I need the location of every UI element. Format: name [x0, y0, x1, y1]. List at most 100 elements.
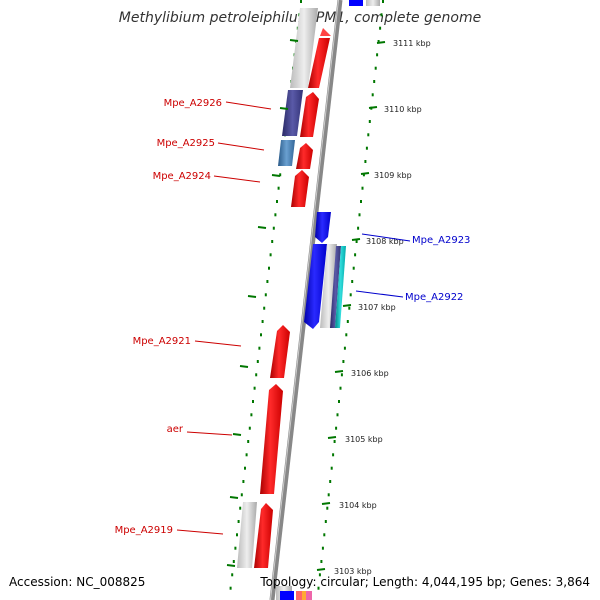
ruler-dot	[332, 453, 335, 457]
ruler-dot	[360, 200, 362, 203]
gene-label[interactable]: Mpe_A2922	[405, 292, 463, 303]
ruler-dot	[342, 360, 345, 363]
ruler-dot	[239, 506, 242, 510]
ruler-dot	[333, 440, 336, 443]
ruler-dot	[335, 426, 338, 430]
label-leader	[186, 431, 233, 436]
gene-feature	[270, 325, 290, 378]
ruler-labels: 3111 kbp 3110 kbp 3109 kbp 3108 kbp 3107…	[316, 39, 431, 576]
gene-label[interactable]: Mpe_A2921	[133, 336, 191, 347]
ruler-label: 3110 kbp	[384, 105, 422, 114]
ruler-label: 3109 kbp	[374, 171, 412, 180]
ruler-dot	[361, 186, 364, 190]
label-leader	[213, 175, 261, 183]
ruler-tick	[351, 238, 361, 241]
gene-label[interactable]: Mpe_A2924	[153, 171, 211, 182]
ruler-tick	[360, 172, 370, 175]
gene-feature	[254, 503, 273, 568]
ruler-dot	[260, 333, 262, 337]
label-leader	[176, 529, 224, 535]
ruler-dot	[276, 200, 278, 203]
gene-label[interactable]: Mpe_A2923	[412, 235, 470, 246]
gene-feature	[304, 244, 327, 329]
ruler-dot	[346, 320, 349, 323]
gene-feature	[282, 90, 303, 136]
gene-feature	[296, 143, 313, 169]
gene-feature	[335, 246, 346, 328]
ruler-dot	[258, 346, 261, 350]
ruler-dot	[266, 280, 269, 283]
ruler-dot	[248, 426, 251, 430]
ruler-dot	[351, 280, 354, 283]
gene-feature	[320, 244, 337, 328]
ruler-dot	[277, 186, 280, 190]
ruler-dot	[338, 400, 340, 403]
gene-features	[237, 0, 380, 600]
ruler-dot	[329, 480, 332, 483]
ruler-dot	[377, 40, 380, 43]
ruler-dot	[343, 346, 346, 350]
gene-feature	[296, 591, 302, 600]
gene-feature	[280, 591, 294, 600]
ruler-dot	[268, 266, 270, 270]
ruler-dot	[240, 493, 243, 497]
gene-label[interactable]: Mpe_A2919	[115, 525, 173, 536]
ruler-dot	[320, 560, 323, 563]
ruler-dot	[279, 173, 282, 177]
gene-label[interactable]: Mpe_A2925	[157, 138, 215, 149]
ruler-dot	[256, 360, 259, 363]
ruler-dot	[382, 0, 384, 3]
gene-feature	[302, 591, 306, 600]
ruler-dot	[269, 253, 272, 257]
ruler-tick	[368, 106, 378, 109]
ruler-dot	[379, 26, 382, 30]
ruler-dot	[355, 240, 358, 243]
ruler-dot	[300, 0, 302, 3]
ruler-dot	[250, 413, 253, 417]
ruler-dot	[236, 533, 238, 537]
ruler-dot	[274, 213, 277, 217]
ruler-dot	[324, 520, 327, 523]
ruler-dot	[253, 386, 256, 390]
ruler-label: 3103 kbp	[334, 567, 372, 576]
ruler-dot	[367, 133, 370, 137]
gene-feature	[278, 140, 295, 166]
gene-label[interactable]: Mpe_A2926	[164, 98, 222, 109]
label-leader	[194, 340, 242, 347]
ruler-label: 3106 kbp	[351, 369, 389, 378]
ruler-dot	[261, 320, 264, 323]
gene-feature	[300, 92, 319, 137]
ruler-dot	[237, 520, 240, 523]
ruler-dot	[373, 80, 376, 83]
ruler-dot	[272, 226, 275, 230]
ruler-dot	[321, 546, 324, 550]
ruler-dot	[352, 266, 355, 270]
ruler-dot	[348, 306, 351, 310]
gene-feature	[366, 0, 380, 6]
ruler-dot	[339, 386, 342, 390]
ruler-label: 3111 kbp	[393, 39, 431, 48]
accession-text: Accession: NC_008825	[9, 575, 146, 589]
ruler-dot	[364, 160, 367, 163]
ruler-dot	[231, 573, 234, 577]
ruler-dot	[330, 466, 333, 470]
inner-ruler-dashes	[226, 39, 299, 567]
ruler-tick	[334, 370, 344, 373]
gene-feature	[349, 0, 363, 6]
gene-label[interactable]: aer	[167, 424, 184, 435]
topology-summary: Topology: circular; Length: 4,044,195 bp…	[260, 575, 590, 589]
ruler-dot	[323, 533, 326, 537]
ruler-dot	[357, 226, 360, 230]
ruler-dot	[326, 506, 329, 510]
gene-feature	[315, 212, 331, 243]
gene-feature	[320, 28, 331, 36]
ruler-dot	[380, 13, 383, 17]
ruler-label: 3107 kbp	[358, 303, 396, 312]
label-leader	[225, 101, 272, 110]
ruler-dot	[242, 480, 245, 483]
gene-feature	[291, 170, 309, 207]
ruler-dot	[263, 306, 266, 310]
ruler-dot	[365, 146, 368, 150]
ruler-dot	[374, 66, 377, 70]
gene-feature	[237, 502, 257, 568]
